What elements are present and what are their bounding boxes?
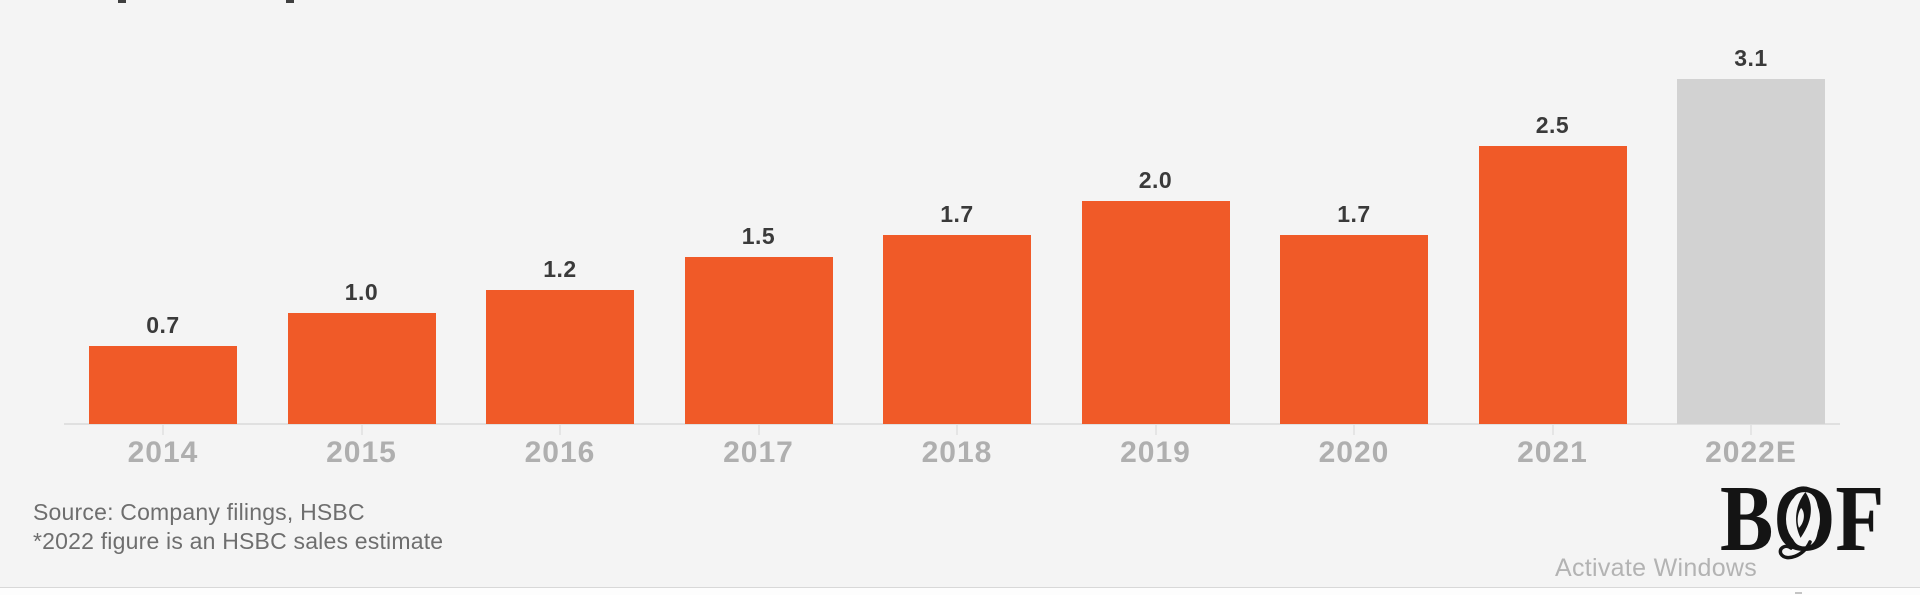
- bar: [1280, 235, 1428, 424]
- cropped-ui-fragment: [1795, 592, 1802, 594]
- x-axis-label: 2015: [326, 436, 397, 469]
- bar: [1081, 201, 1230, 424]
- x-axis-label: 2019: [1120, 436, 1191, 469]
- bar-group: 1.7 2018: [883, 0, 1031, 468]
- bar: [684, 257, 833, 424]
- bar-group: 1.7 2020: [1280, 0, 1428, 468]
- bar-group-container: 0.7 2014 1.0 2015 1.2 2016 1.5 2017 1.7 2018 2.0 20…: [89, 0, 1825, 468]
- x-axis-label: 2014: [127, 436, 199, 469]
- source-footnote: Source: Company filings, HSBC *2022 figu…: [33, 498, 443, 556]
- x-axis-line: [64, 423, 1840, 425]
- bar: [1478, 146, 1627, 424]
- axis-tick: [559, 425, 561, 435]
- bar-group: 3.1 2022E: [1677, 0, 1825, 468]
- bar-value-label: 0.7: [146, 312, 180, 338]
- bar-value-label: 1.5: [741, 223, 776, 249]
- bar-group: 1.5 2017: [684, 0, 833, 468]
- x-axis-label: 2018: [921, 436, 993, 469]
- bar-value-label: 3.1: [1734, 45, 1768, 71]
- axis-tick: [757, 425, 760, 435]
- bar: [883, 235, 1031, 424]
- activate-windows-watermark: Activate Windows: [1555, 554, 1758, 582]
- bar: [287, 313, 436, 424]
- bar-value-label: 1.7: [1337, 201, 1371, 227]
- cropped-title-fragment: [118, 0, 126, 3]
- bar-value-label: 1.7: [940, 201, 974, 227]
- bar-estimate: [1677, 79, 1825, 424]
- axis-tick: [1154, 425, 1157, 435]
- bar-group: 0.7 2014: [89, 0, 237, 468]
- axis-tick: [1750, 425, 1752, 435]
- axis-tick: [956, 425, 958, 435]
- bar: [486, 290, 634, 424]
- x-axis-label: 2016: [524, 436, 596, 469]
- bar-value-label: 2.5: [1535, 112, 1570, 138]
- bof-logo-icon: BOF: [1720, 466, 1884, 571]
- source-line: Source: Company filings, HSBC: [33, 499, 365, 525]
- estimate-note-line: *2022 figure is an HSBC sales estimate: [33, 528, 444, 554]
- bar: [89, 346, 237, 424]
- x-axis-label: 2022E: [1705, 436, 1797, 469]
- x-axis-label: 2017: [723, 436, 794, 469]
- x-axis-label: 2021: [1517, 436, 1588, 469]
- bar-value-label: 1.0: [344, 279, 379, 305]
- bar-group: 2.5 2021: [1478, 0, 1627, 468]
- axis-tick: [1353, 425, 1355, 435]
- bar-group: 2.0 2019: [1081, 0, 1230, 468]
- bar-value-label: 1.2: [543, 256, 577, 282]
- bar-group: 1.0 2015: [287, 0, 436, 468]
- axis-tick: [360, 425, 363, 435]
- cropped-title-fragment: [286, 0, 294, 3]
- x-axis-label: 2020: [1318, 436, 1390, 469]
- bar-value-label: 2.0: [1138, 167, 1173, 193]
- axis-tick: [162, 425, 164, 435]
- bar-group: 1.2 2016: [486, 0, 634, 468]
- window-bottom-edge: [0, 587, 1920, 595]
- bof-logo: BOF: [1720, 466, 1888, 571]
- axis-tick: [1551, 425, 1554, 435]
